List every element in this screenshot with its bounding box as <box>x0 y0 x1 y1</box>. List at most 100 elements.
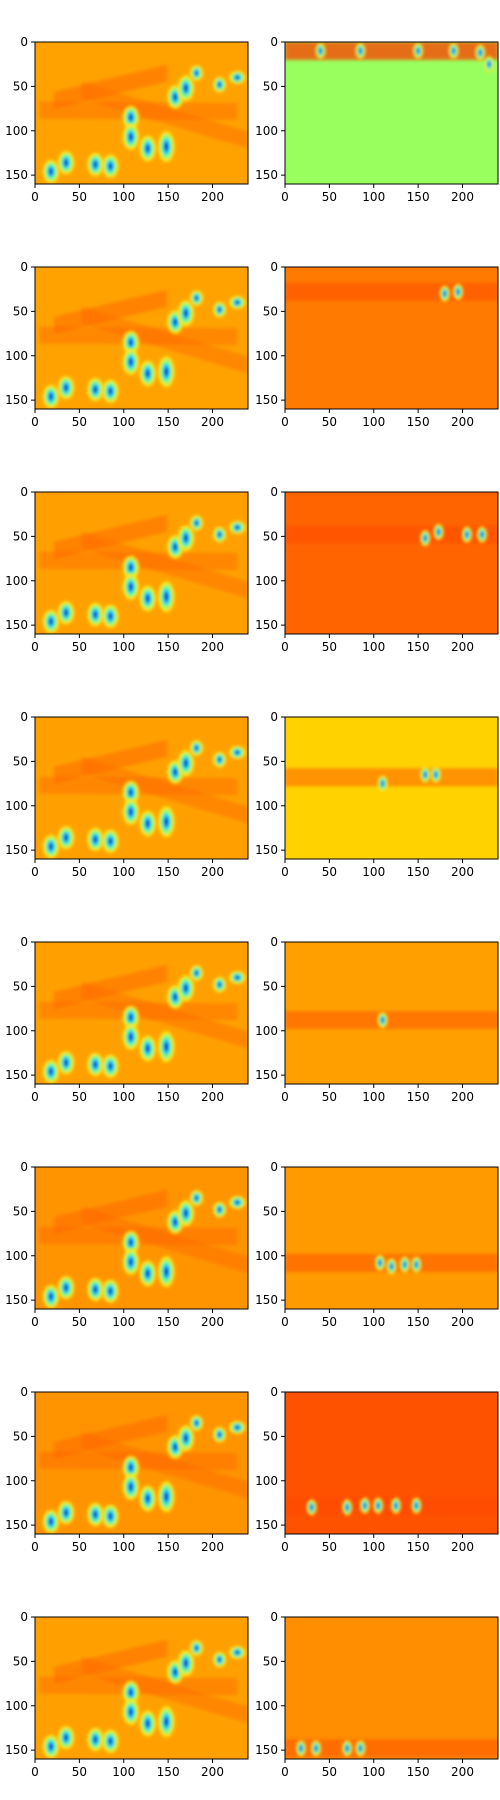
heatmap-band <box>81 756 248 824</box>
activation-blob <box>355 1740 366 1757</box>
x-tick-label: 0 <box>281 640 289 654</box>
axes-frame <box>284 491 499 635</box>
y-tick-label: 50 <box>13 754 28 768</box>
x-tick-label: 0 <box>31 190 39 204</box>
activation-blob <box>430 766 441 783</box>
panel-1-left: 0 50 100 150 200 0 50 100 150 <box>5 35 249 204</box>
y-tick-label: 0 <box>20 1610 28 1624</box>
activation-blob <box>57 1050 75 1075</box>
activation-blob <box>420 530 431 547</box>
axes-frame <box>34 941 249 1085</box>
x-tick-label: 150 <box>407 865 430 879</box>
activation-blob <box>139 1485 157 1512</box>
x-tick-label: 0 <box>281 415 289 429</box>
activation-blob <box>189 740 204 756</box>
x-tick-label: 100 <box>112 1765 135 1779</box>
y-tick-label: 100 <box>255 349 278 363</box>
heatmap-image <box>35 717 248 859</box>
x-tick-label: 150 <box>157 415 180 429</box>
x-tick-label: 50 <box>72 1765 87 1779</box>
x-tick-label: 200 <box>201 865 224 879</box>
activation-blob <box>42 1509 60 1534</box>
heatmap-background <box>285 1617 498 1759</box>
activation-blob <box>86 1277 104 1302</box>
activation-blob <box>448 42 459 59</box>
activation-blob <box>295 1740 307 1757</box>
panel-4-right: 0 50 100 150 200 0 50 100 150 <box>255 710 499 879</box>
activation-blob <box>139 810 157 837</box>
activation-blob <box>86 152 104 177</box>
axes-frame <box>34 1166 249 1310</box>
activation-blob <box>122 1248 140 1276</box>
x-tick-label: 200 <box>451 190 474 204</box>
activation-blob <box>189 1640 204 1656</box>
heatmap-band <box>81 306 248 374</box>
x-tick-label: 200 <box>451 865 474 879</box>
panel-1-right: 0 50 100 150 200 0 50 100 150 <box>255 35 499 204</box>
axes-frame <box>34 41 249 185</box>
heatmap-image <box>285 42 498 184</box>
x-tick-label: 0 <box>31 415 39 429</box>
y-tick-label: 50 <box>263 1429 278 1443</box>
y-tick-label: 100 <box>255 1474 278 1488</box>
x-tick-label: 100 <box>362 415 385 429</box>
activation-blob <box>228 70 246 85</box>
heatmap-image <box>285 267 498 409</box>
heatmap-band <box>81 1206 248 1274</box>
axes-frame <box>284 41 499 185</box>
x-tick-label: 150 <box>407 1090 430 1104</box>
activation-blob <box>475 44 486 61</box>
x-tick-label: 0 <box>31 640 39 654</box>
x-tick-label: 50 <box>322 190 337 204</box>
y-tick-label: 100 <box>255 124 278 138</box>
activation-blob <box>157 1030 175 1063</box>
y-tick-label: 50 <box>263 1204 278 1218</box>
x-tick-label: 0 <box>31 1540 39 1554</box>
panel-3-left: 0 50 100 150 200 0 50 100 150 <box>5 485 249 654</box>
y-tick-label: 100 <box>255 799 278 813</box>
heatmap-image <box>285 942 498 1084</box>
y-tick-label: 100 <box>5 124 28 138</box>
activation-blob <box>212 751 227 768</box>
y-tick-label: 50 <box>13 1204 28 1218</box>
panel-2-right: 0 50 100 150 200 0 50 100 150 <box>255 260 499 429</box>
activation-blob <box>374 1254 386 1271</box>
activation-blob <box>228 1420 246 1435</box>
activation-blob <box>57 1275 75 1300</box>
activation-band <box>285 1011 498 1030</box>
heatmap-background <box>285 492 498 634</box>
heatmap-band <box>81 81 248 149</box>
activation-blob <box>122 105 140 130</box>
y-tick-label: 0 <box>20 935 28 949</box>
activation-blob <box>102 1054 119 1079</box>
activation-blob <box>177 299 195 327</box>
activation-blob <box>177 74 195 102</box>
y-tick-label: 0 <box>270 1160 278 1174</box>
x-tick-label: 50 <box>72 1090 87 1104</box>
heatmap-image <box>35 1617 248 1759</box>
heatmap-image <box>35 492 248 634</box>
activation-band <box>285 42 498 60</box>
activation-band <box>285 525 498 544</box>
activation-blob <box>439 285 450 302</box>
heatmap-band <box>81 531 248 599</box>
x-tick-label: 0 <box>31 1090 39 1104</box>
heatmap-image <box>35 267 248 409</box>
y-tick-label: 50 <box>263 979 278 993</box>
activation-blob <box>157 130 175 163</box>
activation-blob <box>212 1426 227 1443</box>
x-tick-label: 0 <box>281 1765 289 1779</box>
x-tick-label: 50 <box>72 1540 87 1554</box>
y-tick-label: 100 <box>5 349 28 363</box>
activation-blob <box>484 56 495 73</box>
activation-blob <box>386 1258 397 1275</box>
activation-blob <box>189 65 204 81</box>
x-tick-label: 100 <box>112 1315 135 1329</box>
panel-4-left: 0 50 100 150 200 0 50 100 150 <box>5 710 249 879</box>
x-tick-label: 100 <box>112 865 135 879</box>
activation-blob <box>157 1480 175 1513</box>
y-tick-label: 100 <box>5 1699 28 1713</box>
activation-blob <box>212 1201 227 1218</box>
heatmap-image <box>35 1392 248 1534</box>
